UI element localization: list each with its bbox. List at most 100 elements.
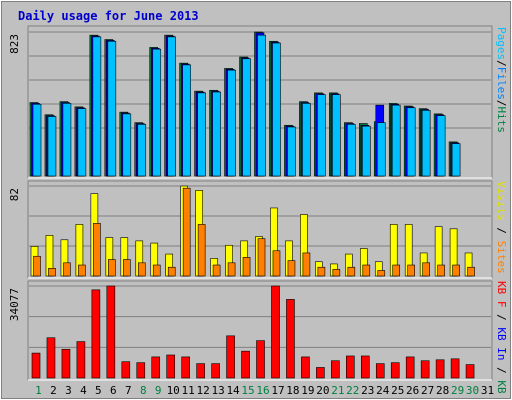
- bar-pages-day-27: [421, 110, 431, 177]
- bar-pages-day-25: [391, 104, 401, 177]
- bar-sites-day-21: [332, 269, 341, 277]
- bar-sites-day-3: [63, 262, 71, 277]
- bar-kb-f-day-15: [241, 350, 250, 379]
- x-tick-label: 29: [451, 384, 464, 397]
- bar-kb-f-day-28: [435, 359, 445, 379]
- bar-sites-day-17: [272, 250, 281, 277]
- bar-pages-day-1: [32, 103, 42, 177]
- legend-entry: KB F: [495, 281, 508, 308]
- bar-pages-day-17: [272, 42, 281, 177]
- bar-kb-f-day-29: [450, 358, 460, 379]
- bar-sites-day-26: [407, 264, 415, 277]
- legend-entry: Hits: [495, 107, 508, 134]
- bar-sites-day-20: [317, 266, 326, 277]
- x-tick-label: 8: [140, 384, 147, 397]
- bar-kb-f-day-25: [390, 362, 400, 379]
- bar-sites-day-29: [452, 264, 460, 277]
- legend-entry: Visits: [495, 181, 508, 221]
- bar-pages-day-21: [332, 94, 341, 177]
- x-tick-label: 4: [80, 384, 87, 397]
- x-tick-label: 1: [35, 384, 42, 397]
- legend-entry: /: [495, 221, 508, 241]
- bar-sites-day-14: [227, 262, 236, 277]
- x-tick-label: 12: [197, 384, 210, 397]
- bar-sites-day-19: [302, 252, 311, 277]
- y-max-label-middle: 82: [8, 188, 21, 201]
- bar-pages-day-20: [317, 94, 326, 177]
- bar-sites-day-23: [362, 264, 371, 277]
- x-tick-label: 11: [182, 384, 195, 397]
- bar-pages-day-10: [167, 36, 177, 177]
- x-tick-label: 6: [110, 384, 117, 397]
- bar-sites-day-8: [137, 262, 146, 277]
- bar-pages-day-29: [451, 143, 461, 177]
- y-max-label-bottom: 34077: [8, 288, 21, 321]
- bar-kb-f-day-26: [405, 356, 415, 379]
- bar-pages-day-2: [47, 116, 57, 177]
- bar-sites-day-25: [392, 264, 401, 277]
- bar-pages-day-18: [287, 126, 296, 177]
- bar-sites-day-7: [123, 259, 131, 277]
- bar-kb-f-day-23: [360, 355, 370, 379]
- legend-bottom: KB F / KB In / KB Out: [495, 281, 508, 400]
- bar-kb-f-day-21: [331, 360, 340, 379]
- x-tick-label: 24: [376, 384, 390, 397]
- bar-kb-f-day-24: [375, 363, 385, 379]
- bar-pages-day-12: [197, 92, 206, 177]
- bar-pages-day-11: [182, 64, 191, 177]
- x-tick-label: 15: [241, 384, 254, 397]
- bar-pages-day-6: [107, 40, 117, 177]
- bar-kb-f-day-18: [286, 299, 295, 379]
- x-tick-label: 25: [391, 384, 404, 397]
- bar-kb-f-day-16: [256, 340, 265, 379]
- x-tick-label: 14: [226, 384, 240, 397]
- bar-sites-day-9: [152, 264, 161, 277]
- bar-kb-f-day-14: [226, 335, 235, 379]
- bar-kb-f-day-27: [420, 360, 430, 379]
- bar-sites-day-13: [212, 264, 221, 277]
- x-tick-label: 10: [167, 384, 180, 397]
- bar-kb-f-day-4: [76, 341, 86, 379]
- y-max-label-top: 823: [8, 34, 21, 54]
- bar-kb-f-day-30: [465, 364, 475, 379]
- x-tick-label: 22: [346, 384, 359, 397]
- bar-pages-day-13: [212, 91, 221, 177]
- bar-pages-day-7: [122, 113, 132, 177]
- bar-pages-day-9: [152, 48, 162, 177]
- bar-kb-f-day-19: [301, 356, 310, 379]
- bar-sites-day-16: [257, 238, 266, 277]
- bar-kb-f-day-12: [196, 363, 205, 379]
- bar-sites-day-12: [197, 224, 206, 277]
- bar-sites-day-6: [108, 259, 116, 277]
- bar-pages-day-4: [77, 108, 87, 177]
- x-tick-label: 27: [421, 384, 434, 397]
- x-tick-label: 20: [316, 384, 329, 397]
- bar-pages-day-24: [376, 122, 386, 177]
- bar-sites-day-27: [422, 262, 430, 277]
- x-tick-label: 18: [286, 384, 299, 397]
- bar-kb-f-day-3: [61, 348, 71, 379]
- legend-top: Pages/Files/Hits: [495, 27, 508, 133]
- bar-pages-day-16: [257, 34, 266, 177]
- legend-entry: /: [495, 308, 508, 328]
- bar-kb-f-day-10: [166, 354, 176, 379]
- bar-kb-f-day-5: [91, 289, 101, 379]
- legend-entry: KB Out: [495, 380, 508, 400]
- bar-sites-day-15: [242, 257, 251, 277]
- bar-pages-day-3: [62, 103, 72, 177]
- bar-pages-day-8: [137, 124, 147, 177]
- legend-entry: Sites: [495, 241, 508, 274]
- bar-sites-day-18: [287, 260, 296, 277]
- legend-entry: /: [495, 60, 508, 67]
- x-tick-label: 3: [65, 384, 72, 397]
- bar-sites-day-24: [377, 270, 386, 277]
- x-tick-label: 17: [271, 384, 284, 397]
- bar-kb-f-day-20: [316, 367, 325, 379]
- x-tick-label: 2: [50, 384, 57, 397]
- bar-pages-day-5: [92, 36, 102, 177]
- bar-kb-f-day-11: [181, 356, 190, 379]
- legend-entry: /: [495, 361, 508, 381]
- bar-sites-day-22: [347, 266, 356, 277]
